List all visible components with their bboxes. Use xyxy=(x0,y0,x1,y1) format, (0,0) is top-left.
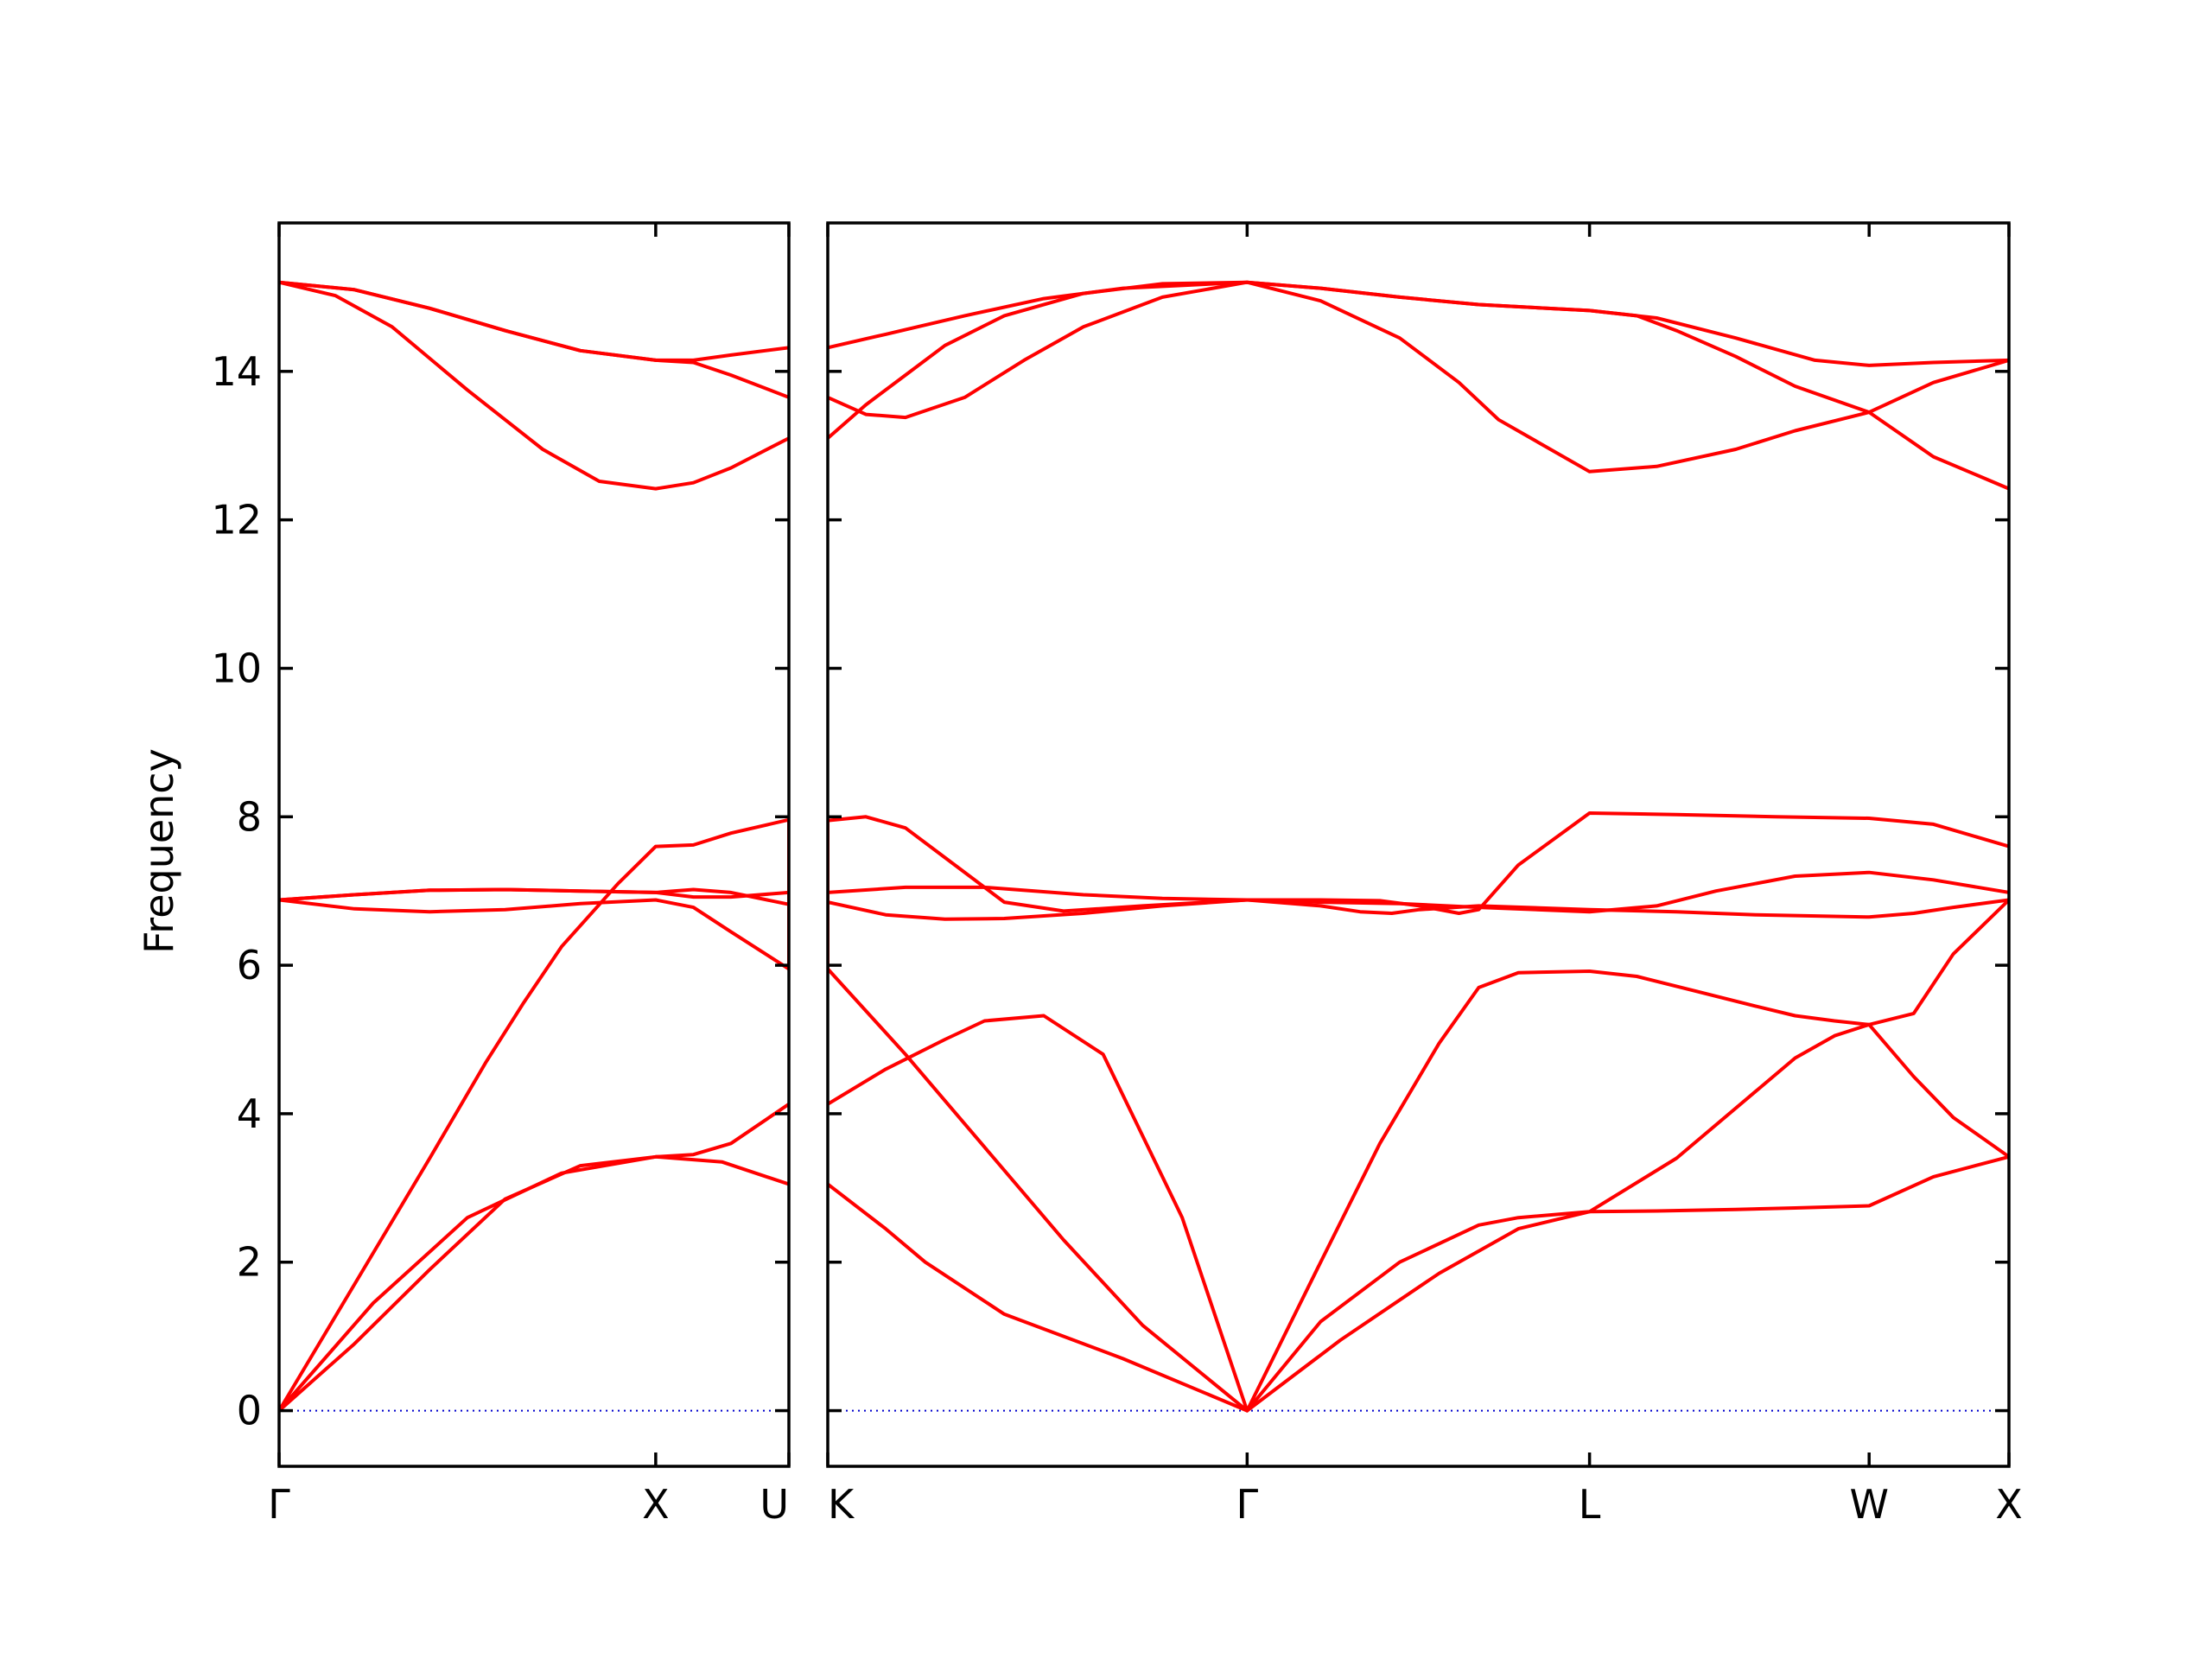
band-3-line xyxy=(828,1014,2009,1413)
plot-frames: 0 2 4 6 8 10 12 14 Γ X U K Γ L W X xyxy=(211,221,2023,1528)
band-2-line xyxy=(828,817,2009,1413)
band-4-line xyxy=(279,898,789,971)
band-2-line xyxy=(279,817,789,1413)
x-tick-label: L xyxy=(1579,1481,1601,1528)
y-tick-label: 12 xyxy=(211,497,262,543)
band-7-line xyxy=(279,280,789,491)
y-axis-label: Frequency xyxy=(136,748,182,954)
band-9-line xyxy=(279,280,789,362)
band-3-line xyxy=(279,1102,789,1413)
x-tick-label: U xyxy=(760,1481,789,1528)
x-tick-label: Γ xyxy=(1236,1481,1259,1528)
band-9-line xyxy=(828,280,2009,367)
x-tick-label: Γ xyxy=(268,1481,290,1528)
x-tick-label: K xyxy=(828,1481,855,1528)
y-tick-label: 2 xyxy=(237,1239,262,1286)
band-1-line xyxy=(828,1154,2009,1413)
band-5-line xyxy=(828,811,2009,915)
band-6-line xyxy=(828,870,2009,914)
plot-panels xyxy=(279,280,2009,1413)
y-tick-label: 0 xyxy=(237,1388,262,1434)
y-tick-label: 8 xyxy=(237,793,262,840)
panel-2-frame xyxy=(826,221,2011,1468)
y-tick-label: 6 xyxy=(237,942,262,988)
y-tick-label: 10 xyxy=(211,645,262,691)
x-tick-label: X xyxy=(642,1481,670,1528)
band-7-line xyxy=(828,280,2009,491)
panel-2-bands xyxy=(828,280,2009,1413)
band-6-line xyxy=(279,887,789,902)
panel-1-frame xyxy=(277,221,791,1468)
x-tick-label: X xyxy=(1995,1481,2023,1528)
panel-1-bands xyxy=(279,280,789,1413)
band-4-line xyxy=(828,898,2009,971)
band-8-line xyxy=(828,280,2009,420)
y-tick-label: 4 xyxy=(237,1090,262,1137)
y-tick-label: 14 xyxy=(211,348,262,395)
x-tick-label: W xyxy=(1849,1481,1888,1528)
